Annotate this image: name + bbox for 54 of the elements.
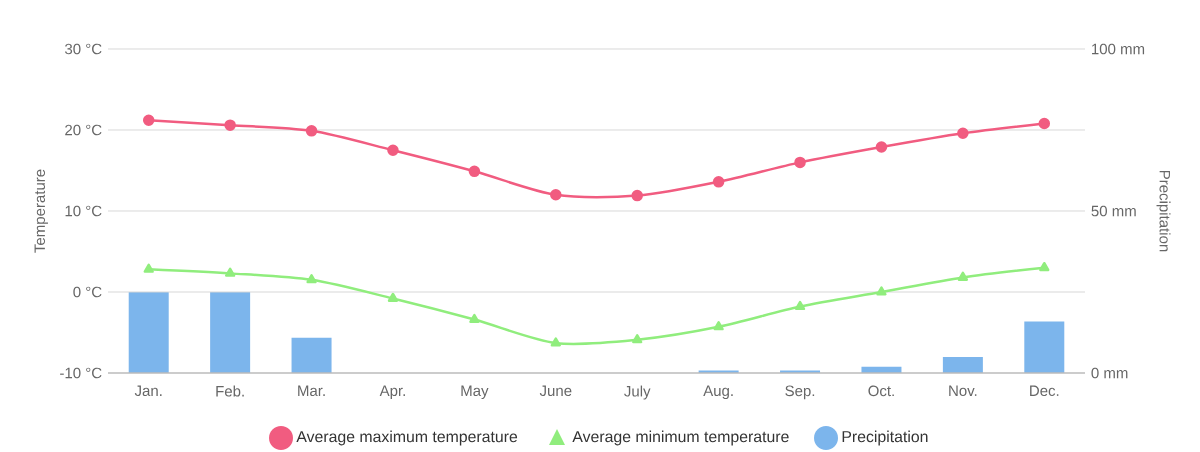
point [550,337,561,347]
x-tick-label: Jan. [134,385,162,397]
point [468,165,481,178]
point [305,125,318,137]
point [387,144,399,157]
y-tick-label: -10 °C [60,367,102,379]
point [1038,117,1051,130]
bar [1024,321,1065,373]
x-tick-label: June [539,385,572,397]
x-tick-label: Sep. [785,385,815,400]
y2-axis-title: Precipitation [1156,170,1171,252]
y-tick-label: 20 °C [65,124,102,136]
x-tick-label: Mar. [298,385,325,397]
point [306,274,317,284]
point [224,119,236,131]
point [143,263,154,273]
bar [210,292,251,373]
x-tick-label: Feb. [216,385,244,397]
point [875,141,888,153]
point [713,321,724,331]
point [712,176,725,188]
x-tick-label: Nov. [949,385,977,397]
x-tick-label: July [624,385,651,400]
legend-label: Precipitation [842,430,928,446]
x-tick-label: May [461,385,489,399]
x-tick-label: Dec. [1030,385,1059,397]
point [876,286,887,296]
y-tick-label: 10 °C [65,205,102,217]
y-axis-title: Temperature [34,169,48,253]
y-tick-label: 0 °C [73,286,102,298]
point [794,300,806,311]
y-tick-label: 30 °C [65,43,102,55]
point [387,292,399,302]
y2-tick-label: 50 mm [1091,205,1136,217]
point [957,271,969,281]
legend-label: Average minimum temperature [572,430,789,446]
point [631,189,643,202]
x-tick-label: Apr. [379,385,405,399]
point [224,267,236,277]
point [469,313,480,324]
x-tick-label: Oct. [868,385,894,397]
bar [942,357,983,373]
y2-tick-label: 0 mm [1091,367,1128,379]
bar [128,292,169,373]
y2-tick-label: 100 mm [1092,43,1145,55]
bar [291,337,332,373]
point [632,334,643,344]
point [1039,261,1050,272]
x-tick-label: Aug. [703,385,733,399]
point [550,189,562,201]
point [957,127,969,139]
point [794,156,806,169]
point [142,114,155,127]
legend-label: Average maximum temperature [296,430,518,446]
